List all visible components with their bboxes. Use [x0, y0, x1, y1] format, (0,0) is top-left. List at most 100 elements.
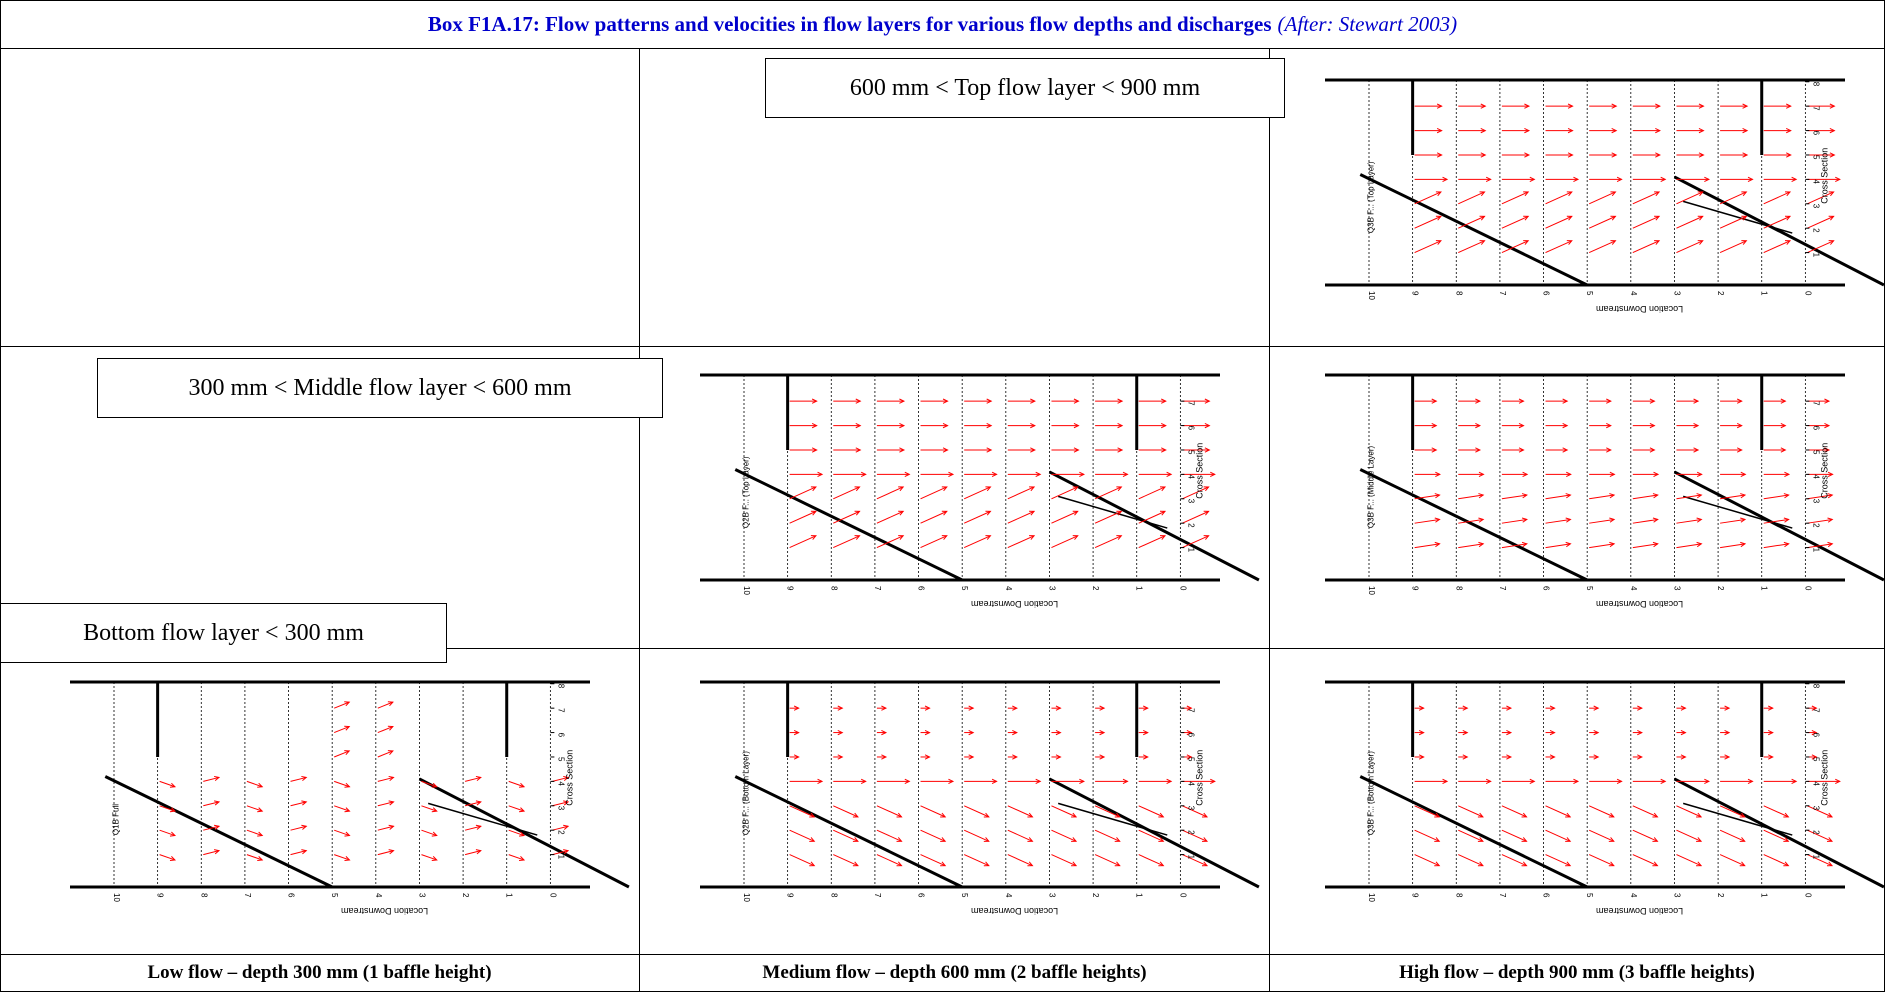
- velocity-vector: [1051, 535, 1078, 549]
- velocity-arrowhead: [968, 754, 975, 760]
- velocity-arrowhead: [1035, 471, 1042, 478]
- velocity-vector: [1414, 518, 1440, 524]
- velocity-vector: [1501, 854, 1527, 867]
- x-tick-label: 9: [156, 893, 165, 898]
- velocity-arrowhead: [1680, 729, 1687, 736]
- velocity-vector: [1051, 829, 1077, 842]
- velocity-vector: [1458, 829, 1484, 842]
- x-tick-label: 6: [1542, 586, 1551, 591]
- x-tick-label: 7: [1498, 893, 1507, 898]
- x-tick-label: 6: [1542, 291, 1551, 296]
- velocity-arrowhead: [431, 807, 438, 813]
- x-tick-label: 10: [1367, 586, 1376, 595]
- velocity-arrowhead: [793, 729, 800, 736]
- velocity-vector: [1545, 215, 1573, 229]
- x-tick-label: 2: [461, 893, 470, 898]
- velocity-arrowhead: [1786, 152, 1792, 158]
- velocity-arrowhead: [1835, 778, 1841, 785]
- velocity-arrowhead: [1079, 471, 1086, 478]
- velocity-vector: [1094, 829, 1120, 842]
- x-tick-label: 3: [1047, 586, 1056, 591]
- velocity-arrowhead: [1740, 541, 1747, 548]
- velocity-arrowhead: [1593, 754, 1600, 760]
- x-tick-label: 0: [1803, 291, 1812, 296]
- velocity-vector: [1094, 805, 1120, 818]
- velocity-arrowhead: [896, 812, 903, 818]
- velocity-arrowhead: [1742, 103, 1749, 109]
- velocity-vector: [1807, 191, 1834, 205]
- velocity-arrowhead: [1436, 152, 1443, 158]
- velocity-arrowhead: [898, 535, 905, 540]
- x-tick-label: 10: [1367, 893, 1376, 902]
- velocity-vector: [1458, 215, 1485, 229]
- velocity-arrowhead: [1696, 861, 1703, 867]
- velocity-arrowhead: [301, 775, 308, 782]
- velocity-arrowhead: [1824, 447, 1831, 453]
- x-tick-label: 8: [1454, 893, 1463, 898]
- x-tick-label: 8: [829, 586, 838, 591]
- baffle-oblique: [104, 775, 333, 889]
- velocity-vector: [290, 850, 307, 856]
- velocity-arrowhead: [1652, 861, 1659, 867]
- velocity-vector: [1414, 494, 1440, 500]
- velocity-arrowhead: [837, 754, 844, 760]
- velocity-arrowhead: [1610, 215, 1617, 221]
- x-tick-label: 8: [829, 893, 838, 898]
- velocity-arrowhead: [213, 849, 221, 855]
- velocity-arrowhead: [1073, 398, 1080, 404]
- velocity-arrowhead: [1143, 729, 1149, 736]
- velocity-arrowhead: [1117, 422, 1124, 429]
- velocity-arrowhead: [983, 861, 990, 867]
- velocity-arrowhead: [1724, 705, 1731, 711]
- velocity-vector: [1007, 829, 1033, 842]
- velocity-vector: [920, 829, 946, 842]
- velocity-vector: [920, 805, 946, 818]
- x-tick-label: 10: [112, 893, 121, 902]
- caption-low-flow: Low flow – depth 300 mm (1 baffle height…: [147, 962, 492, 983]
- velocity-vector: [1807, 494, 1833, 500]
- velocity-vector: [508, 829, 525, 837]
- velocity-arrowhead: [169, 807, 177, 813]
- velocity-arrowhead: [1029, 535, 1036, 540]
- x-tick-label: 5: [960, 586, 969, 591]
- velocity-vector: [1719, 191, 1747, 205]
- top-layer-label: 600 mm < Top flow layer < 900 mm: [765, 58, 1285, 118]
- velocity-vector: [377, 750, 394, 758]
- velocity-arrowhead: [169, 856, 177, 862]
- velocity-arrowhead: [1565, 517, 1572, 523]
- velocity-arrowhead: [1829, 152, 1836, 158]
- velocity-vector: [1763, 518, 1789, 524]
- velocity-arrowhead: [1073, 447, 1080, 453]
- x-tick-label: 7: [1498, 586, 1507, 591]
- velocity-arrowhead: [1117, 398, 1124, 404]
- velocity-arrowhead: [817, 471, 824, 478]
- baffle-oblique: [1673, 777, 1885, 889]
- velocity-arrowhead: [941, 535, 948, 540]
- velocity-arrowhead: [811, 398, 818, 404]
- baffle-oblique: [1359, 775, 1588, 889]
- velocity-arrowhead: [1524, 127, 1531, 134]
- velocity-arrowhead: [431, 831, 438, 837]
- velocity-arrowhead: [1518, 447, 1525, 453]
- velocity-arrowhead: [387, 725, 394, 731]
- velocity-vector: [1632, 829, 1658, 842]
- y-tick-label: 1: [1186, 855, 1195, 860]
- velocity-arrowhead: [1506, 705, 1513, 711]
- velocity-arrowhead: [1654, 215, 1661, 221]
- velocity-vector: [1676, 191, 1703, 205]
- velocity-arrowhead: [518, 856, 526, 862]
- x-tick-label: 7: [243, 893, 252, 898]
- velocity-vector: [1182, 535, 1209, 549]
- velocity-arrowhead: [1435, 215, 1442, 221]
- x-tick-label: 5: [330, 893, 339, 898]
- y-tick-label: 7: [1811, 708, 1820, 713]
- velocity-arrowhead: [518, 782, 526, 788]
- velocity-arrowhead: [793, 705, 800, 711]
- velocity-arrowhead: [1652, 493, 1659, 499]
- velocity-vector: [552, 776, 569, 782]
- velocity-arrowhead: [1829, 103, 1836, 109]
- velocity-vector: [1007, 535, 1035, 549]
- velocity-arrowhead: [860, 471, 867, 478]
- velocity-arrowhead: [941, 486, 948, 492]
- velocity-arrowhead: [257, 856, 264, 862]
